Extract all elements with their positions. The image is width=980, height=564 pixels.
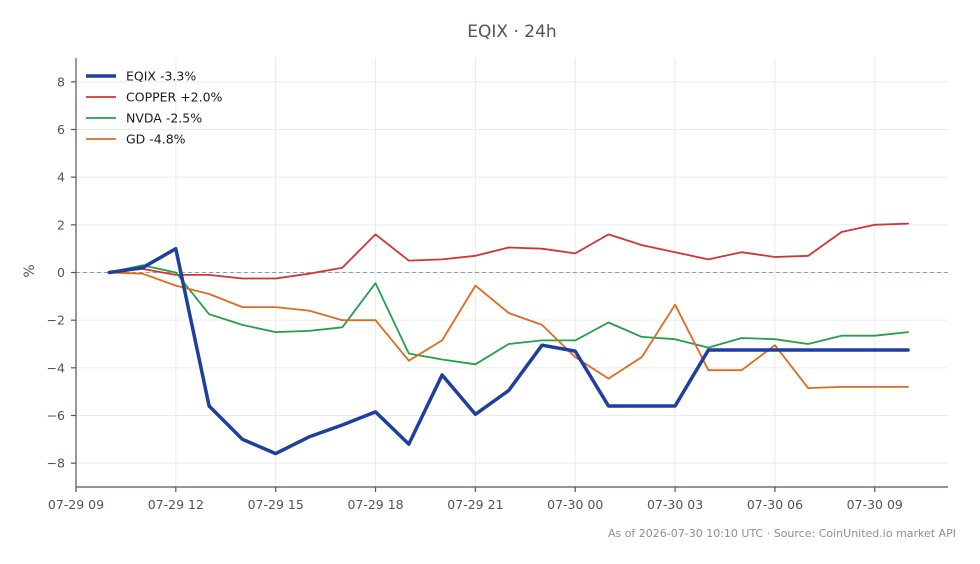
- series-line-nvda: [108, 264, 909, 366]
- x-tick-label: 07-29 18: [347, 497, 403, 512]
- series-line-copper: [108, 222, 909, 280]
- x-tick-label: 07-30 03: [647, 497, 703, 512]
- tick-labels: −8 −6 −4 −2 0 2 4 6 8 07-29 09 07-29 12 07-29 15 07-…: [47, 74, 903, 512]
- x-tick-label: 07-30 06: [747, 497, 803, 512]
- x-tick-label: 07-30 00: [547, 497, 603, 512]
- y-axis-label: %: [22, 264, 38, 277]
- y-tick-label: 6: [57, 122, 65, 137]
- x-tick-label: 07-29 12: [148, 497, 204, 512]
- x-tick-label: 07-29 09: [48, 497, 104, 512]
- y-tick-label: 2: [57, 217, 65, 232]
- chart-title: EQIX · 24h: [467, 22, 556, 42]
- legend-entry-label: COPPER +2.0%: [126, 90, 223, 105]
- series-layer: [107, 222, 910, 456]
- y-tick-label: −4: [47, 360, 65, 375]
- series-line-gd: [108, 271, 909, 390]
- legend-entry-label: GD -4.8%: [126, 132, 186, 147]
- x-tick-label: 07-29 15: [248, 497, 304, 512]
- y-tick-label: −2: [47, 313, 65, 328]
- y-tick-label: 8: [57, 74, 65, 89]
- x-tick-label: 07-29 21: [447, 497, 503, 512]
- x-tick-label: 07-30 09: [847, 497, 903, 512]
- y-tick-label: 4: [57, 170, 65, 185]
- y-tick-label: −6: [47, 408, 65, 423]
- legend: EQIX -3.3% COPPER +2.0% NVDA -2.5% GD -4.8%: [86, 69, 223, 147]
- legend-entry-label: NVDA -2.5%: [126, 111, 202, 126]
- series-line-eqix: [107, 246, 910, 456]
- legend-entry-label: EQIX -3.3%: [126, 69, 196, 84]
- y-tick-label: 0: [57, 265, 65, 280]
- y-tick-label: −8: [47, 456, 65, 471]
- footer-source-note: As of 2026-07-30 10:10 UTC · Source: Coi…: [608, 527, 956, 540]
